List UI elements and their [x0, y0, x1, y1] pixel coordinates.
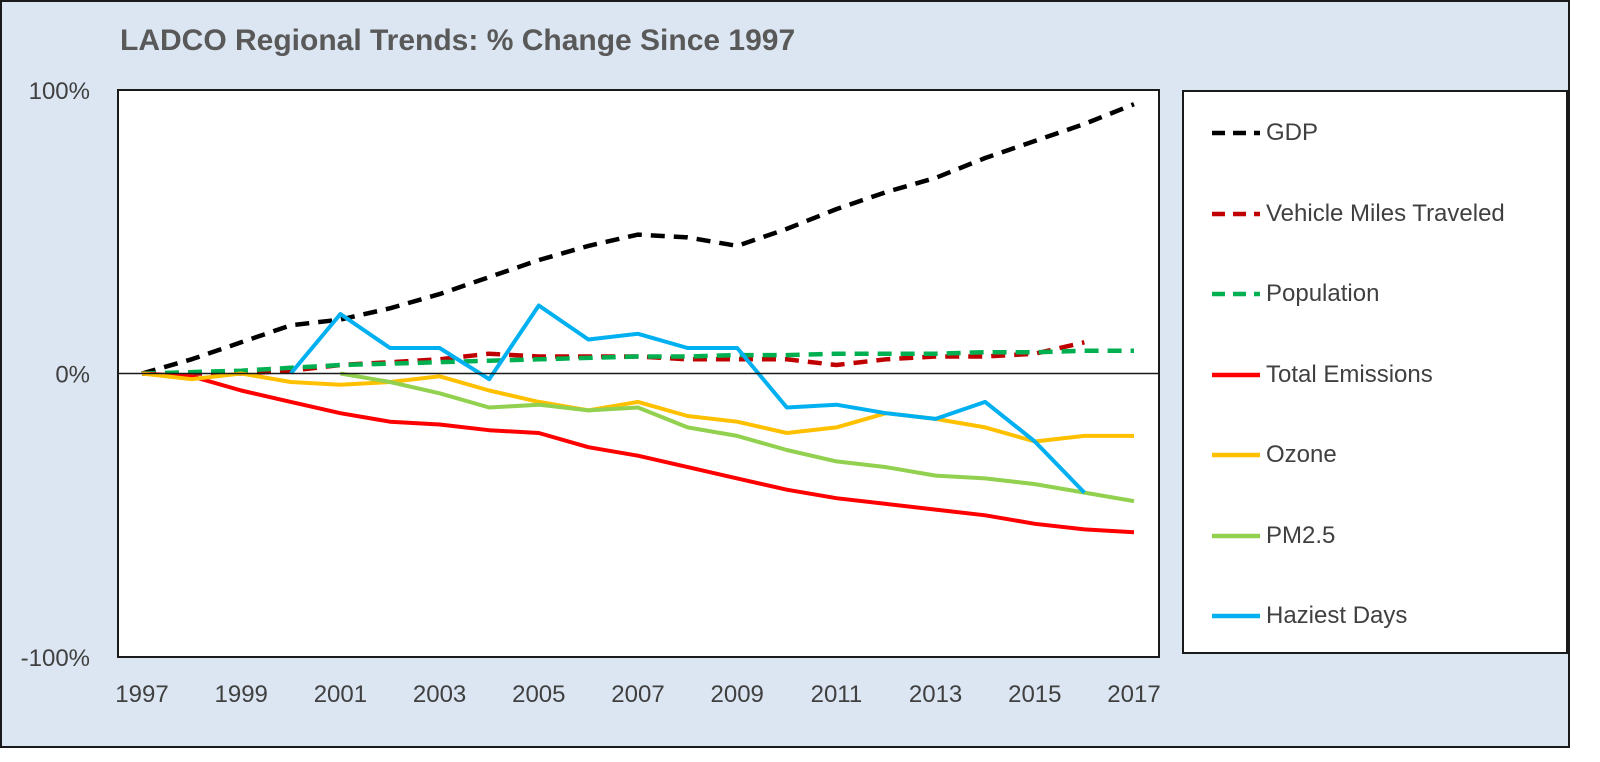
chart-title: LADCO Regional Trends: % Change Since 19… — [120, 24, 796, 57]
series-line-gdp — [141, 102, 1135, 376]
x-axis: 1997 1999 2001 2003 2005 2007 2009 2011 2013 2015… — [115, 681, 1160, 708]
y-tick-label: 0% — [55, 362, 90, 389]
legend-item-vehicle-miles-traveled: Vehicle Miles Traveled — [1210, 199, 1505, 229]
x-tick-label: 2007 — [611, 681, 664, 708]
legend-swatch — [1212, 211, 1260, 216]
legend-label: Vehicle Miles Traveled — [1266, 199, 1505, 227]
x-tick-label: 2013 — [909, 681, 962, 708]
series-line-population — [141, 348, 1134, 376]
plot-area: 100% 0% -100% 1997 1999 2001 2003 2005 2007 2009… — [21, 78, 1161, 708]
legend-label: Total Emissions — [1266, 360, 1433, 388]
series-line-total-emissions — [141, 371, 1135, 535]
legend-label: GDP — [1266, 119, 1319, 146]
legend-label: PM2.5 — [1266, 521, 1336, 549]
x-tick-label: 2017 — [1107, 681, 1160, 708]
series-line-haziest-days — [289, 303, 1086, 494]
legend-swatch — [1212, 372, 1260, 377]
legend-item-population: Population — [1210, 279, 1379, 309]
x-tick-label: 1997 — [115, 681, 168, 708]
series-line-ozone — [141, 371, 1134, 444]
chart-frame: LADCO Regional Trends: % Change Since 19… — [0, 0, 1570, 748]
series-layer — [141, 102, 1135, 535]
legend: GDP Vehicle Miles Traveled Population Total… — [1182, 90, 1568, 654]
y-tick-label: -100% — [21, 645, 90, 672]
legend-swatch — [1212, 291, 1260, 297]
legend-swatch — [1212, 533, 1260, 538]
series-line-pm2-5 — [340, 371, 1135, 504]
y-axis: 100% 0% -100% — [21, 78, 90, 672]
x-tick-label: 2011 — [811, 681, 863, 708]
legend-item-haziest-days: Haziest Days — [1210, 601, 1407, 631]
x-tick-label: 2009 — [711, 681, 764, 708]
legend-label: Haziest Days — [1266, 602, 1408, 629]
legend-item-pm2-5: PM2.5 — [1210, 521, 1335, 551]
x-tick-label: 2005 — [512, 681, 565, 708]
x-tick-label: 2015 — [1008, 681, 1061, 708]
x-tick-label: 1999 — [215, 681, 268, 708]
legend-item-gdp: GDP — [1210, 118, 1318, 148]
legend-swatch — [1212, 452, 1260, 458]
legend-label: Ozone — [1266, 441, 1337, 468]
y-tick-label: 100% — [29, 78, 90, 105]
legend-label: Population — [1266, 280, 1380, 307]
legend-item-ozone: Ozone — [1210, 440, 1337, 470]
legend-item-total-emissions: Total Emissions — [1210, 360, 1433, 390]
x-tick-label: 2001 — [314, 681, 367, 708]
legend-swatch — [1212, 130, 1260, 136]
legend-swatch — [1212, 613, 1260, 619]
x-tick-label: 2003 — [413, 681, 466, 708]
